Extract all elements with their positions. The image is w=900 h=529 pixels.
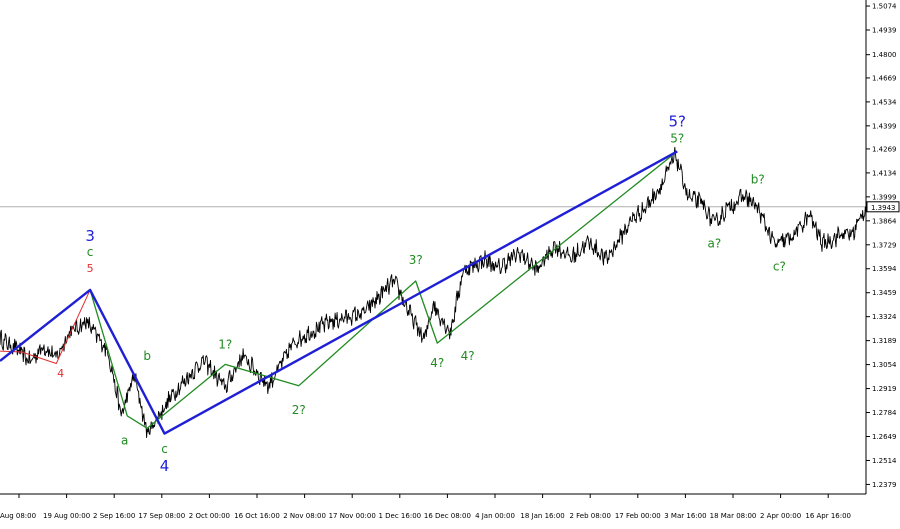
wave-label: c xyxy=(161,442,168,456)
price-series-layer xyxy=(0,146,867,439)
green-wave-line xyxy=(0,150,678,429)
x-tick-label: 18 Mar 08:00 xyxy=(710,512,757,520)
y-tick-label: 1.2784 xyxy=(872,409,897,417)
y-tick-label: 1.4800 xyxy=(872,51,897,59)
y-tick-label: 1.3189 xyxy=(872,337,897,345)
blue-wave-line xyxy=(0,150,678,435)
wave-label: c? xyxy=(773,259,786,273)
y-tick-label: 1.3459 xyxy=(872,289,897,297)
y-tick-label: 1.2514 xyxy=(872,457,897,465)
x-tick-label: 16 Apr 16:00 xyxy=(805,512,851,520)
y-tick-label: 1.3864 xyxy=(872,217,897,225)
y-tick-label: 1.4534 xyxy=(872,98,897,106)
wave-label: 4 xyxy=(57,367,64,380)
y-tick-label: 1.4269 xyxy=(872,145,897,153)
x-tick-label: 1 Dec 16:00 xyxy=(378,512,421,520)
price-series-line xyxy=(0,146,867,439)
x-tick-label: Aug 08:00 xyxy=(0,512,36,520)
wave-label: 3? xyxy=(409,253,423,267)
x-tick-label: 2 Sep 16:00 xyxy=(93,512,135,520)
x-tick-label: 2 Feb 08:00 xyxy=(569,512,610,520)
y-tick-label: 1.2379 xyxy=(872,481,897,489)
x-tick-label: 2 Nov 08:00 xyxy=(283,512,326,520)
y-tick-label: 1.4669 xyxy=(872,74,897,82)
x-tick-label: 4 Jan 00:00 xyxy=(475,512,515,520)
wave-lines-layer xyxy=(0,150,678,435)
wave-label: a? xyxy=(708,236,722,250)
wave-label: 4 xyxy=(160,457,170,475)
x-tick-label: 17 Nov 00:00 xyxy=(329,512,376,520)
y-tick-label: 1.2919 xyxy=(872,385,897,393)
y-tick-label: 1.3054 xyxy=(872,361,897,369)
current-price-label: 1.3943 xyxy=(871,204,896,212)
wave-label: 3 xyxy=(85,227,95,245)
y-tick-label: 1.5074 xyxy=(872,3,897,11)
wave-label: b? xyxy=(751,172,765,186)
wave-label: c xyxy=(87,245,94,259)
x-tick-label: 2 Apr 00:00 xyxy=(760,512,801,520)
x-tick-label: 17 Feb 00:00 xyxy=(615,512,661,520)
x-tick-label: 16 Dec 08:00 xyxy=(424,512,471,520)
y-tick-label: 1.3594 xyxy=(872,265,897,273)
x-tick-label: 16 Oct 16:00 xyxy=(234,512,280,520)
y-tick-label: 1.2649 xyxy=(872,433,897,441)
x-tick-label: 17 Sep 08:00 xyxy=(138,512,185,520)
y-tick-label: 1.4399 xyxy=(872,122,897,130)
wave-label: 4? xyxy=(461,349,475,363)
wave-label: 5? xyxy=(670,132,684,146)
x-tick-label: 18 Jan 16:00 xyxy=(520,512,564,520)
y-tick-label: 1.3729 xyxy=(872,241,897,249)
y-tick-label: 1.3999 xyxy=(872,193,897,201)
y-tick-label: 1.4939 xyxy=(872,26,897,34)
x-tick-label: 3 Mar 16:00 xyxy=(664,512,706,520)
y-tick-label: 1.3324 xyxy=(872,313,897,321)
y-tick-label: 1.4134 xyxy=(872,169,897,177)
wave-label: a xyxy=(121,433,128,447)
wave-label: 2? xyxy=(292,403,306,417)
x-tick-label: 2 Oct 00:00 xyxy=(189,512,230,520)
wave-label: 1? xyxy=(218,337,232,351)
wave-label: 5? xyxy=(668,113,686,131)
wave-label: b xyxy=(143,349,151,363)
current-price-tag xyxy=(866,201,900,213)
x-tick-label: 19 Aug 00:00 xyxy=(43,512,90,520)
wave-label: 4? xyxy=(430,356,444,370)
wave-label: 5 xyxy=(87,262,94,275)
